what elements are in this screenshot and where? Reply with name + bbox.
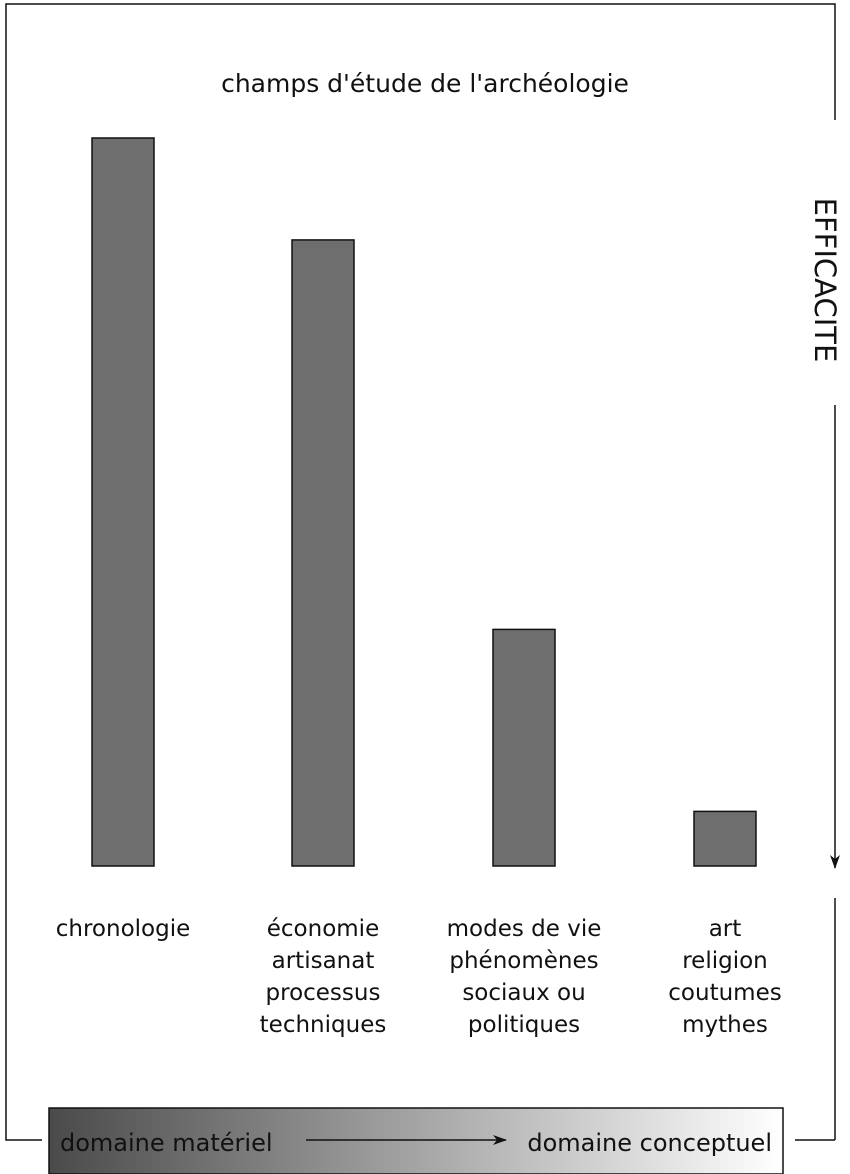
category-label-line: phénomènes [449, 948, 598, 974]
category-label-2: économie artisanat processus techniques [260, 916, 387, 1038]
bars [91, 137, 757, 867]
category-label-line: religion [682, 948, 768, 974]
category-label-line: mythes [682, 1012, 768, 1038]
category-label-line: sociaux ou [462, 980, 585, 1006]
category-label-line: politiques [468, 1012, 580, 1038]
y-axis-label: EFFICACITE [808, 198, 842, 363]
bar-4 [693, 810, 757, 867]
category-label-line: art [709, 916, 742, 942]
category-label-line: artisanat [272, 948, 375, 974]
category-label-line: modes de vie [447, 916, 602, 942]
category-label-1: chronologie [56, 916, 191, 942]
category-label-line: coutumes [668, 980, 781, 1006]
domain-right-label: domaine conceptuel [527, 1129, 772, 1157]
category-label-3: modes de vie phénomènes sociaux ou politiqu… [447, 916, 602, 1038]
category-label-line: économie [267, 916, 379, 942]
domain-gradient-bar [48, 1107, 784, 1174]
category-label-line: chronologie [56, 916, 191, 942]
category-labels: chronologie économie artisanat processus tec… [56, 916, 782, 1038]
category-label-line: techniques [260, 1012, 387, 1038]
category-label-4: art religion coutumes mythes [668, 916, 781, 1038]
domain-left-label: domaine matériel [60, 1129, 273, 1157]
category-label-line: processus [266, 980, 381, 1006]
frame-left-top-right [5, 3, 836, 1141]
chart-title: champs d'étude de l'archéologie [221, 69, 629, 98]
bar-3 [492, 628, 556, 867]
bar-1 [91, 137, 155, 867]
bar-2 [291, 239, 355, 867]
